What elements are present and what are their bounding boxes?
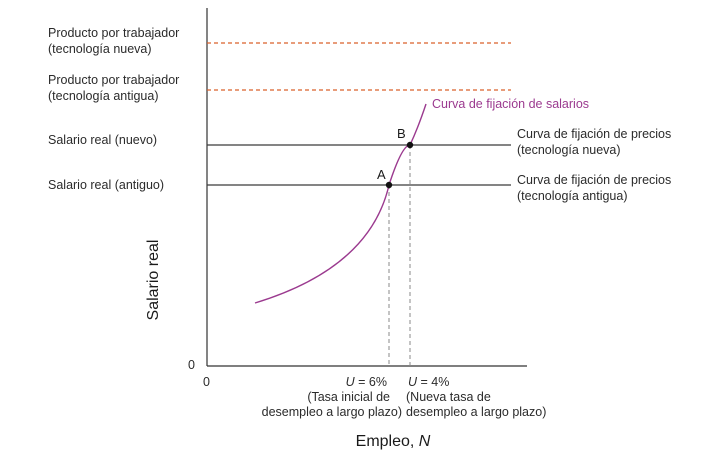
u6-desc-line2: desempleo a largo plazo): [262, 405, 402, 419]
product-new-label-line2: (tecnología nueva): [48, 42, 152, 56]
u4-desc-line1: (Nueva tasa de: [406, 390, 491, 404]
u6-label: U = 6%: [346, 375, 387, 389]
x-axis-title: Empleo, N: [356, 433, 431, 450]
u4-desc-line2: desempleo a largo plazo): [406, 405, 546, 419]
y-axis-title: Salario real: [145, 240, 162, 321]
point-b-marker: [406, 141, 414, 149]
product-old-label-line1: Producto por trabajador: [48, 73, 179, 87]
price-setting-old-label-line2: (tecnología antigua): [517, 189, 628, 203]
product-new-label-line1: Producto por trabajador: [48, 26, 179, 40]
point-a-marker: [385, 181, 393, 189]
x-zero-label: 0: [203, 375, 210, 389]
price-setting-old-label-line1: Curva de fijación de precios: [517, 173, 671, 187]
price-setting-new-label-line2: (tecnología nueva): [517, 143, 621, 157]
u6-symbol: U: [346, 375, 356, 389]
u4-symbol: U: [408, 375, 418, 389]
point-b-label: B: [397, 126, 406, 141]
x-axis-title-var: N: [419, 433, 431, 450]
u6-desc-line1: (Tasa inicial de: [307, 390, 390, 404]
wage-old-label: Salario real (antiguo): [48, 178, 164, 192]
y-zero-label: 0: [188, 358, 195, 372]
x-axis-title-text: Empleo,: [356, 433, 419, 450]
wage-setting-curve-label: Curva de fijación de salarios: [432, 97, 589, 111]
u4-label: U = 4%: [408, 375, 449, 389]
point-a-label: A: [377, 167, 386, 182]
u6-value: = 6%: [355, 375, 387, 389]
wage-new-label: Salario real (nuevo): [48, 133, 157, 147]
product-old-label-line2: (tecnología antigua): [48, 89, 159, 103]
u4-value: = 4%: [417, 375, 449, 389]
wage-setting-curve: [254, 103, 427, 304]
price-setting-new-label-line1: Curva de fijación de precios: [517, 127, 671, 141]
